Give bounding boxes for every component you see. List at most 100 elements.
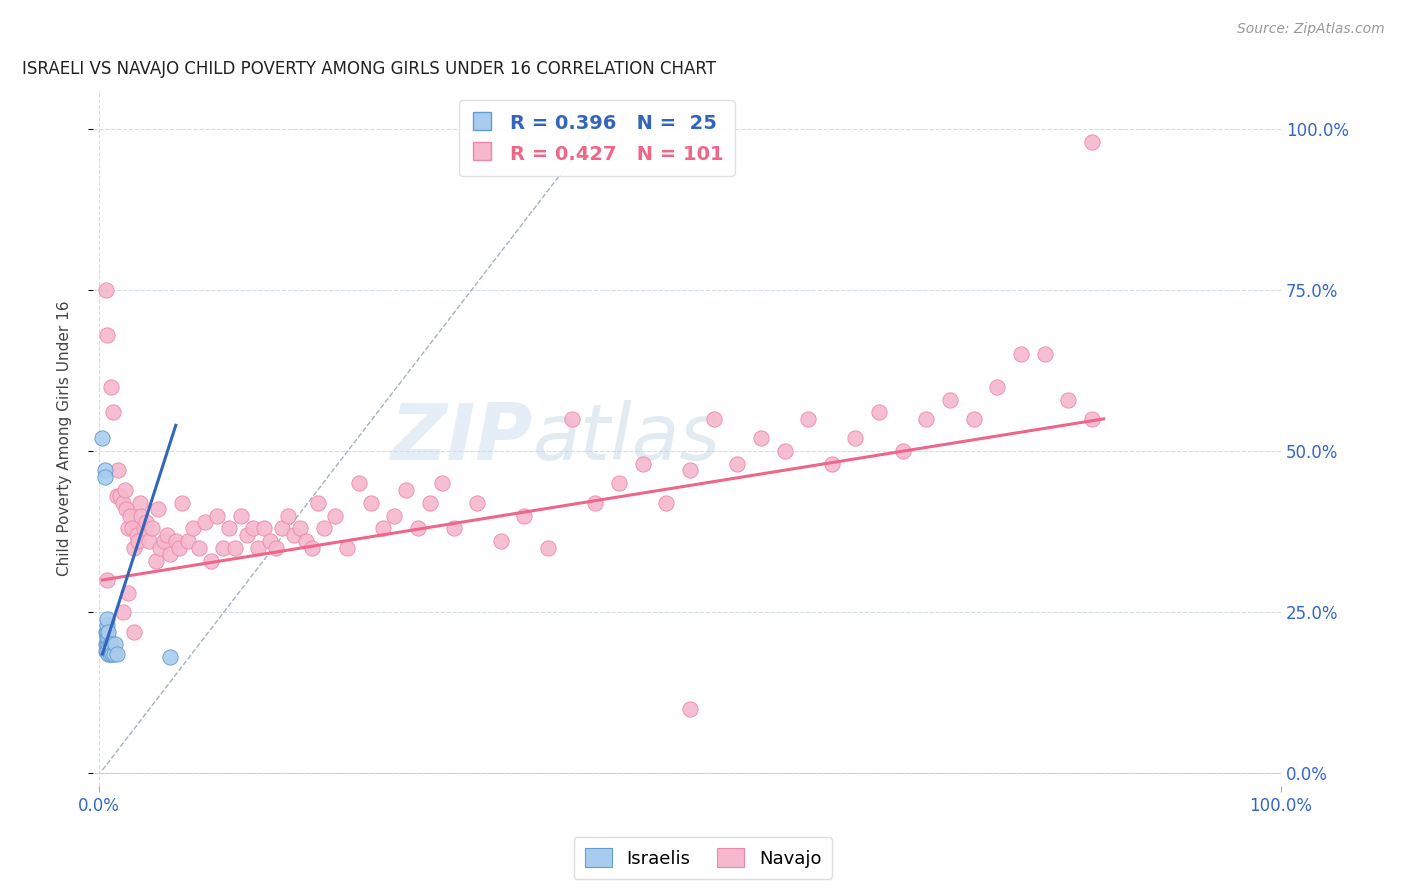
Point	[513, 508, 536, 523]
Point	[96, 644, 118, 658]
Point	[141, 521, 163, 535]
Point	[183, 521, 205, 535]
Point	[97, 647, 120, 661]
Legend: R = 0.396   N =  25, R = 0.427   N = 101: R = 0.396 N = 25, R = 0.427 N = 101	[460, 100, 735, 176]
Point	[235, 528, 257, 542]
Point	[96, 631, 118, 645]
Text: atlas: atlas	[533, 401, 720, 476]
Point	[725, 457, 748, 471]
Point	[131, 508, 153, 523]
Point	[111, 605, 134, 619]
Point	[655, 495, 678, 509]
Point	[679, 463, 702, 477]
Point	[371, 521, 394, 535]
Point	[915, 412, 938, 426]
Point	[1057, 392, 1080, 407]
Point	[312, 521, 335, 535]
Point	[94, 644, 117, 658]
Point	[135, 515, 157, 529]
Point	[156, 528, 179, 542]
Point	[1081, 135, 1104, 149]
Point	[98, 637, 121, 651]
Point	[94, 283, 117, 297]
Point	[96, 637, 118, 651]
Point	[94, 637, 117, 651]
Point	[797, 412, 820, 426]
Point	[96, 624, 118, 639]
Point	[125, 528, 148, 542]
Point	[100, 637, 122, 651]
Point	[229, 508, 252, 523]
Point	[301, 541, 323, 555]
Point	[336, 541, 359, 555]
Point	[94, 624, 117, 639]
Point	[97, 637, 120, 651]
Point	[170, 495, 193, 509]
Point	[176, 534, 198, 549]
Point	[114, 483, 136, 497]
Text: Source: ZipAtlas.com: Source: ZipAtlas.com	[1237, 22, 1385, 37]
Point	[323, 508, 346, 523]
Point	[1081, 412, 1104, 426]
Point	[288, 521, 311, 535]
Point	[1033, 347, 1056, 361]
Point	[489, 534, 512, 549]
Point	[91, 431, 114, 445]
Point	[97, 624, 120, 639]
Point	[101, 647, 124, 661]
Point	[98, 647, 121, 661]
Point	[271, 521, 294, 535]
Point	[395, 483, 418, 497]
Point	[242, 521, 264, 535]
Point	[188, 541, 211, 555]
Point	[108, 489, 131, 503]
Point	[194, 515, 217, 529]
Point	[107, 463, 129, 477]
Point	[149, 541, 172, 555]
Point	[96, 612, 118, 626]
Point	[200, 554, 222, 568]
Point	[145, 554, 167, 568]
Point	[132, 521, 155, 535]
Point	[583, 495, 606, 509]
Point	[844, 431, 866, 445]
Point	[96, 328, 118, 343]
Point	[679, 702, 702, 716]
Point	[121, 521, 143, 535]
Point	[105, 647, 128, 661]
Point	[124, 624, 146, 639]
Point	[117, 521, 139, 535]
Point	[868, 405, 890, 419]
Point	[821, 457, 844, 471]
Point	[360, 495, 382, 509]
Point	[277, 508, 299, 523]
Point	[430, 476, 453, 491]
Point	[96, 573, 118, 587]
Point	[117, 586, 139, 600]
Point	[103, 647, 125, 661]
Point	[703, 412, 725, 426]
Point	[97, 631, 120, 645]
Point	[962, 412, 984, 426]
Point	[384, 508, 406, 523]
Point	[100, 644, 122, 658]
Point	[607, 476, 630, 491]
Point	[101, 405, 124, 419]
Point	[153, 534, 176, 549]
Point	[94, 463, 117, 477]
Point	[419, 495, 441, 509]
Legend: Israelis, Navajo: Israelis, Navajo	[574, 838, 832, 879]
Point	[169, 541, 191, 555]
Point	[749, 431, 772, 445]
Point	[159, 547, 181, 561]
Point	[224, 541, 246, 555]
Point	[247, 541, 270, 555]
Point	[138, 534, 160, 549]
Point	[465, 495, 488, 509]
Point	[115, 502, 138, 516]
Point	[347, 476, 370, 491]
Point	[406, 521, 429, 535]
Text: ISRAELI VS NAVAJO CHILD POVERTY AMONG GIRLS UNDER 16 CORRELATION CHART: ISRAELI VS NAVAJO CHILD POVERTY AMONG GI…	[21, 60, 716, 78]
Point	[218, 521, 240, 535]
Point	[105, 489, 128, 503]
